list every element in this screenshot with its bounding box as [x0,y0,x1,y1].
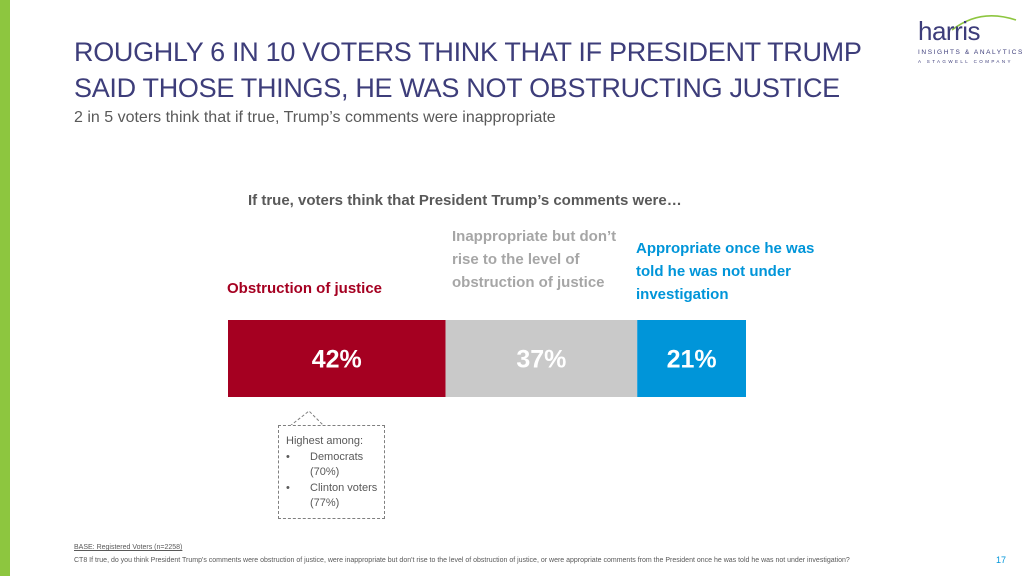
callout-list: Democrats (70%) Clinton voters (77%) [286,450,378,512]
logo-arc-icon [951,14,1017,31]
title-line-2: SAID THOSE THINGS, HE WAS NOT OBSTRUCTIN… [74,73,840,103]
page-number: 17 [996,555,1007,565]
slide-title: ROUGHLY 6 IN 10 VOTERS THINK THAT IF PRE… [74,34,894,106]
accent-bar [0,0,10,576]
question-note: CT8 If true, do you think President Trum… [74,557,850,564]
logo-wordmark: harris [918,16,981,46]
logo-company-line: A STAGWELL COMPANY [918,59,1013,64]
category-label-obstruction: Obstruction of justice [227,280,383,297]
bar-value-label-2: 37% [516,346,566,374]
callout-item: Clinton voters (77%) [286,481,378,512]
bar-value-label-3: 21% [667,346,717,374]
logo-tagline: INSIGHTS & ANALYTICS [918,49,1024,56]
harris-logo: harris INSIGHTS & ANALYTICS A STAGWELL C… [914,8,1022,64]
category-label-inappropriate: Inappropriate but don’t rise to the leve… [452,228,617,291]
bar-segment-2 [445,320,638,397]
callout-item: Democrats (70%) [286,450,378,481]
title-line-1: ROUGHLY 6 IN 10 VOTERS THINK THAT IF PRE… [74,37,862,67]
bar-segment-1 [228,320,446,397]
callout-box: Highest among: Democrats (70%) Clinton v… [278,425,385,519]
chart-title: If true, voters think that President Tru… [248,192,682,209]
bar-segment-3 [637,320,746,397]
bar-value-label-1: 42% [312,346,362,374]
slide-subtitle: 2 in 5 voters think that if true, Trump’… [74,109,556,126]
category-label-appropriate: Appropriate once he was told he was not … [636,240,815,303]
base-note: BASE: Registered Voters (n=2258) [74,544,183,551]
callout-pointer-icon [289,410,325,427]
callout-heading: Highest among: [286,435,364,447]
